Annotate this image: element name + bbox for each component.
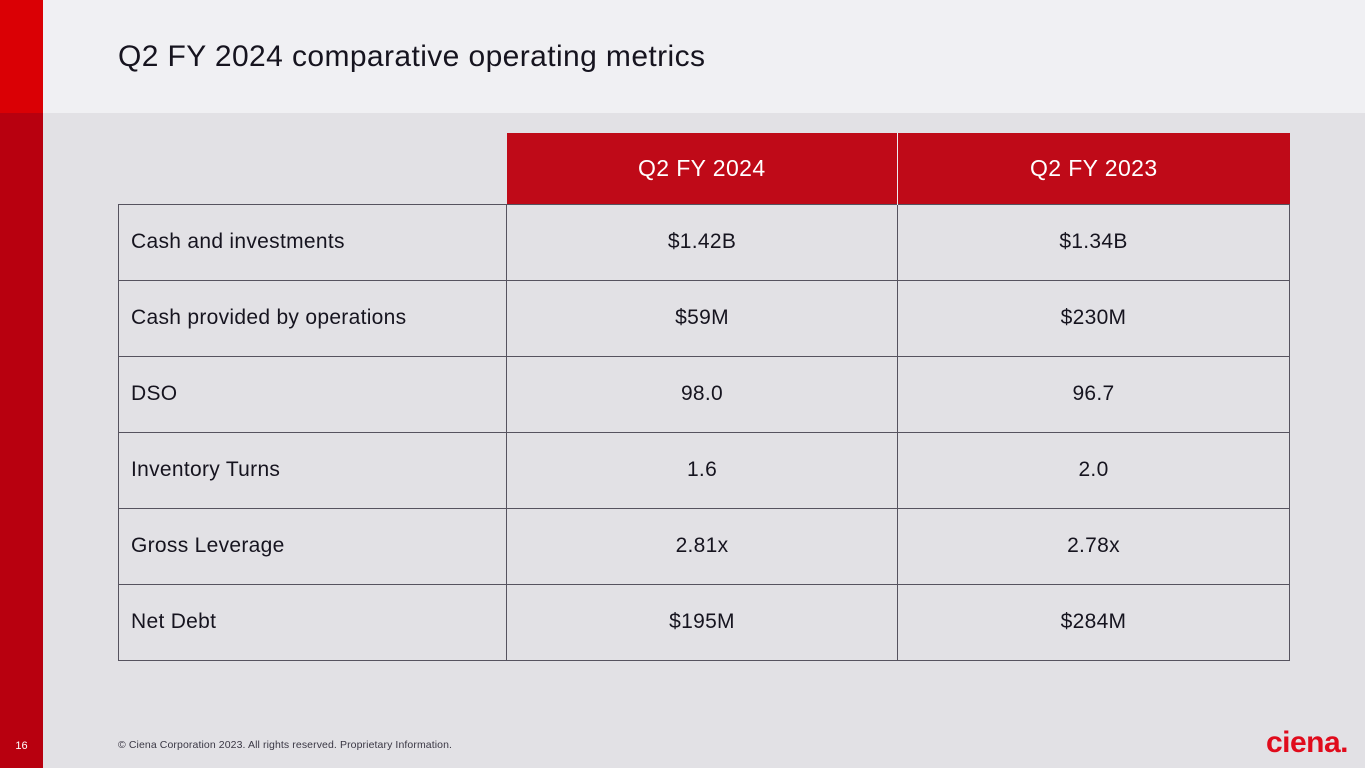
header-row: Q2 FY 2024 Q2 FY 2023 (119, 133, 1290, 204)
cell-value: $59M (506, 279, 898, 357)
row-label: Gross Leverage (118, 507, 507, 585)
cell-value: 2.81x (506, 507, 898, 585)
row-label: Inventory Turns (118, 431, 507, 509)
row-label: Net Debt (118, 583, 507, 661)
row-label: DSO (118, 355, 507, 433)
metrics-table: Q2 FY 2024 Q2 FY 2023 Cash and investmen… (118, 133, 1290, 661)
row-label: Cash and investments (118, 203, 507, 281)
cell-value: $230M (897, 279, 1290, 357)
cell-value: 2.0 (897, 431, 1290, 509)
left-accent-bar-top (0, 0, 43, 113)
left-accent-bar (0, 0, 43, 768)
cell-value: 96.7 (897, 355, 1290, 433)
ciena-logo: ciena. (1265, 726, 1349, 759)
table-row: Cash and investments $1.42B $1.34B (118, 203, 1290, 281)
col-header-q2-fy-2023: Q2 FY 2023 (897, 133, 1290, 204)
title-band: Q2 FY 2024 comparative operating metrics (43, 0, 1365, 113)
table-row: Gross Leverage 2.81x 2.78x (118, 507, 1290, 585)
metrics-table-container: Q2 FY 2024 Q2 FY 2023 Cash and investmen… (118, 133, 1290, 661)
col-header-q2-fy-2024: Q2 FY 2024 (506, 133, 898, 204)
cell-value: $195M (506, 583, 898, 661)
table-row: Cash provided by operations $59M $230M (118, 279, 1290, 357)
cell-value: 2.78x (897, 507, 1290, 585)
page-number: 16 (15, 740, 28, 752)
cell-value: $1.42B (506, 203, 898, 281)
cell-value: 1.6 (506, 431, 898, 509)
table-row: Inventory Turns 1.6 2.0 (118, 431, 1290, 509)
row-label: Cash provided by operations (118, 279, 507, 357)
cell-value: 98.0 (506, 355, 898, 433)
corner-cell (119, 133, 507, 204)
table-row: Net Debt $195M $284M (118, 583, 1290, 661)
copyright-text: © Ciena Corporation 2023. All rights res… (118, 739, 453, 751)
table-row: DSO 98.0 96.7 (118, 355, 1290, 433)
cell-value: $284M (897, 583, 1290, 661)
cell-value: $1.34B (897, 203, 1290, 281)
page-title: Q2 FY 2024 comparative operating metrics (118, 39, 706, 73)
